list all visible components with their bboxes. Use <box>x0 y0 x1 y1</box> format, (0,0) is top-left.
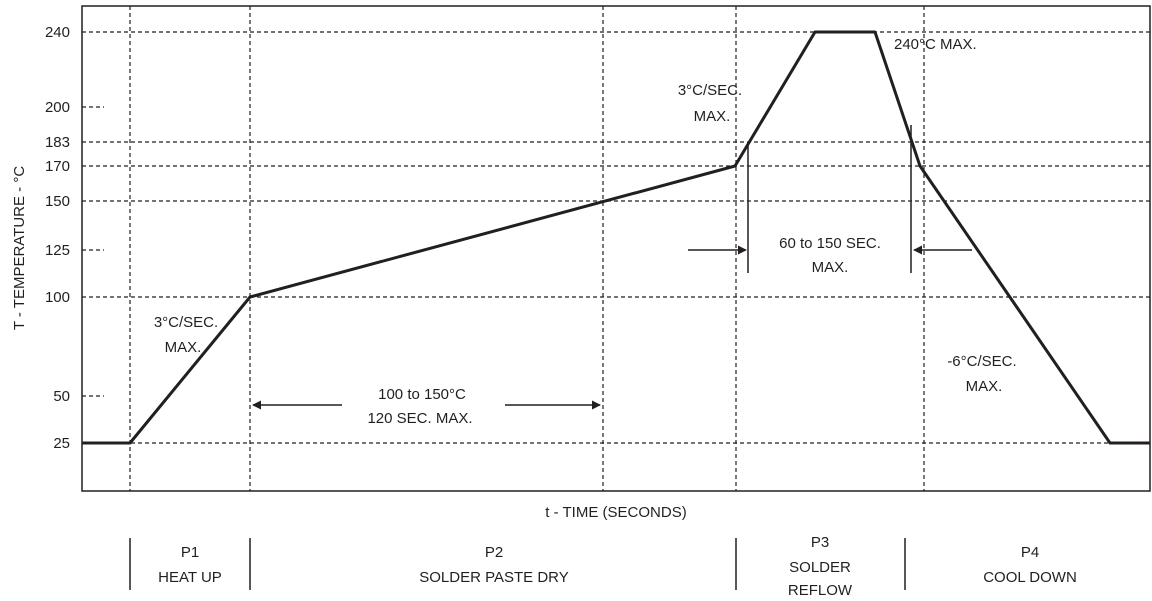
y-tick-label: 150 <box>45 193 70 210</box>
phase-name: SOLDER PASTE DRY <box>419 569 569 586</box>
y-axis-label: T - TEMPERATURE - °C <box>11 166 28 331</box>
cool-rate-label: -6°C/SEC. <box>947 353 1016 370</box>
plot-frame <box>81 5 1151 492</box>
phase-code: P2 <box>485 544 503 561</box>
x-axis-label: t - TIME (SECONDS) <box>545 504 686 521</box>
y-tick-label: 183 <box>45 134 70 151</box>
grid-lines <box>82 6 1150 491</box>
heat-rate-max-label: MAX. <box>165 339 202 356</box>
reflow-rate-label: 3°C/SEC. <box>678 82 742 99</box>
phase-name-line2: REFLOW <box>788 582 853 599</box>
y-tick-label: 125 <box>45 242 70 259</box>
phase-name: SOLDER <box>789 559 851 576</box>
y-tick-labels: 25 50 100 125 150 170 183 200 240 <box>45 24 70 452</box>
cool-rate-max-label: MAX. <box>966 378 1003 395</box>
y-tick-label: 25 <box>53 435 70 452</box>
y-tick-label: 200 <box>45 99 70 116</box>
phase-name: COOL DOWN <box>983 569 1077 586</box>
y-tick-label: 170 <box>45 158 70 175</box>
heat-rate-label: 3°C/SEC. <box>154 314 218 331</box>
phase-code: P4 <box>1021 544 1039 561</box>
phase-code: P1 <box>181 544 199 561</box>
y-tick-label: 240 <box>45 24 70 41</box>
reflow-rate-max-label: MAX. <box>694 108 731 125</box>
y-tick-label: 100 <box>45 289 70 306</box>
dry-range-label: 100 to 150°C <box>378 386 466 403</box>
temperature-profile-line <box>82 30 1150 445</box>
peak-temp-label: 240°C MAX. <box>894 36 977 53</box>
dry-time-label: 120 SEC. MAX. <box>367 410 472 427</box>
phase-name: HEAT UP <box>158 569 222 586</box>
reflow-time-max-label: MAX. <box>812 259 849 276</box>
y-tick-label: 50 <box>53 388 70 405</box>
reflow-time-label: 60 to 150 SEC. <box>779 235 881 252</box>
phase-code: P3 <box>811 534 829 551</box>
